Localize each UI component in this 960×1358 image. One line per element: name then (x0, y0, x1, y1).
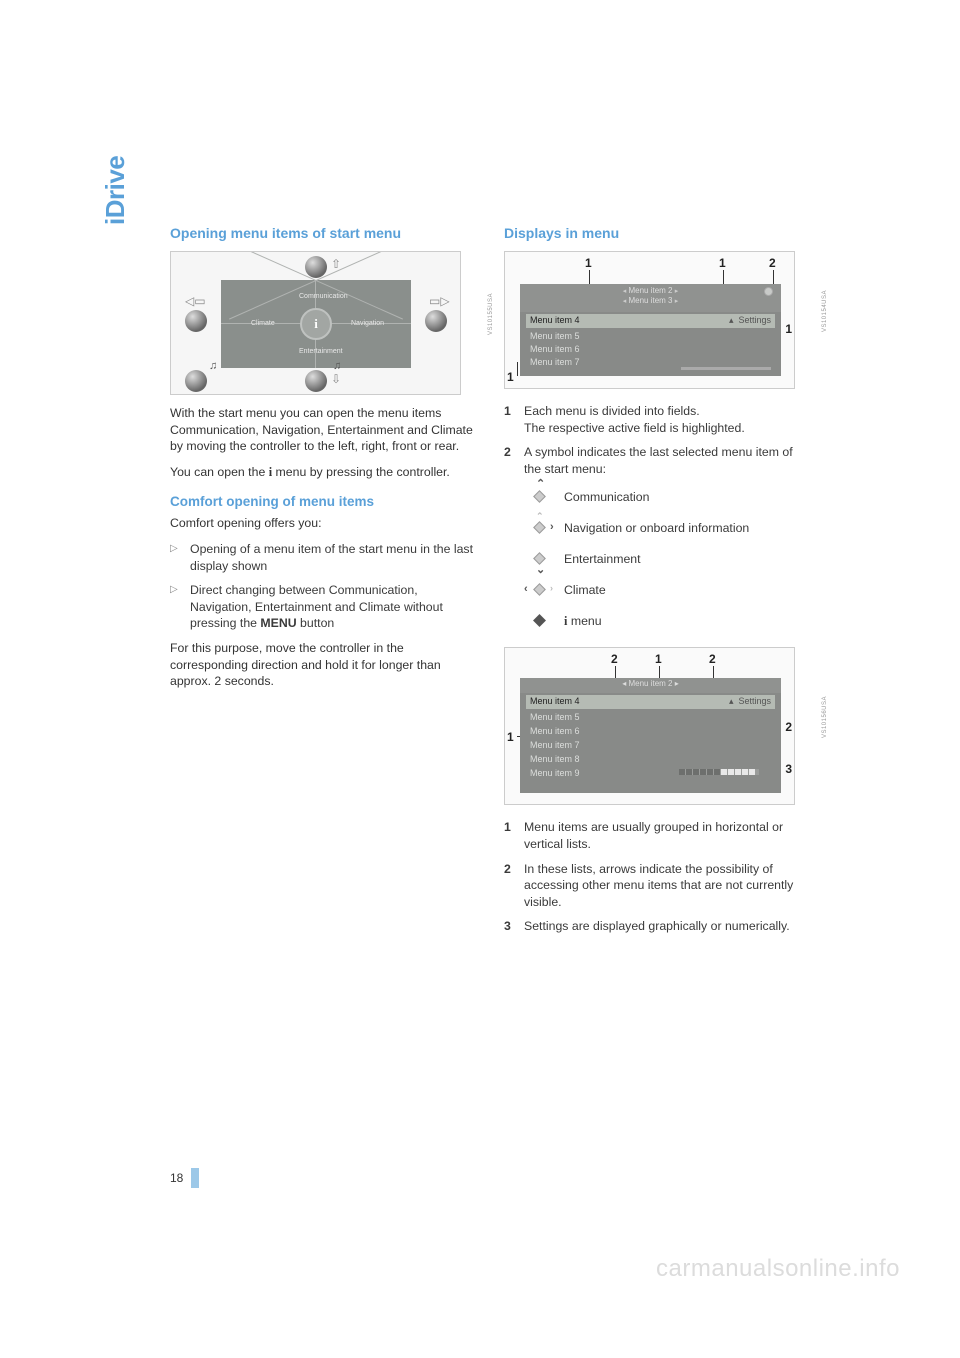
para-i-menu: You can open the i menu by pressing the … (170, 464, 476, 481)
fig1-label-left: Climate (251, 320, 275, 327)
fig2-row-7: Menu item 7 (530, 357, 580, 367)
fig3-row-5: Menu item 5 (530, 712, 580, 722)
watermark: carmanualsonline.info (656, 1255, 900, 1283)
fig1-label-bottom: Entertainment (299, 348, 343, 355)
fig2-row-5: Menu item 5 (530, 331, 580, 341)
right-column: Displays in menu 1 1 2 1 1 ◂ Menu item 2… (504, 225, 810, 943)
heading-displays-in-menu: Displays in menu (504, 225, 810, 241)
fig3-top: Menu item 2 (628, 679, 672, 688)
figure1-id: VS10155USA (488, 293, 494, 335)
icon-row-communication: ⌃ Communication (524, 485, 810, 509)
list2-item1: 1Menu items are usually grouped in horiz… (504, 819, 810, 852)
figure-menu-display-1: 1 1 2 1 1 ◂ Menu item 2 ▸ ◂ Menu item 3 … (504, 251, 810, 389)
fig3-sel-left: Menu item 4 (530, 696, 580, 708)
bullet-2: ▷Direct changing between Communication, … (170, 582, 476, 632)
section-tab: iDrive (100, 156, 131, 225)
fig2-row-6: Menu item 6 (530, 344, 580, 354)
icon-row-imenu: i menu (524, 609, 810, 633)
figure3-id: VS10156USA (822, 696, 828, 738)
fig3-row-7: Menu item 7 (530, 740, 580, 750)
icon-row-navigation: ⌃› Navigation or onboard information (524, 516, 810, 540)
list1-item1: 1 Each menu is divided into fields.The r… (504, 403, 810, 436)
page-content: Opening menu items of start menu i Commu… (170, 225, 810, 943)
center-i-label: i (314, 316, 318, 332)
fig3-row-6: Menu item 6 (530, 726, 580, 736)
heading-comfort-opening: Comfort opening of menu items (170, 494, 476, 509)
fig3-row-8: Menu item 8 (530, 754, 580, 764)
icon-row-climate: ‹› Climate (524, 578, 810, 602)
fig2-top2: Menu item 3 (628, 296, 672, 305)
fig1-label-top: Communication (299, 293, 348, 300)
fig3-row-9: Menu item 9 (530, 768, 580, 778)
para-start-menu-desc: With the start menu you can open the men… (170, 405, 476, 455)
fig2-sel-right: Settings (738, 315, 771, 325)
icon-row-entertainment: ⌄ Entertainment (524, 547, 810, 571)
figure2-id: VS10154USA (822, 290, 828, 332)
para-comfort-intro: Comfort opening offers you: (170, 515, 476, 532)
list2-item2: 2In these lists, arrows indicate the pos… (504, 861, 810, 911)
figure-start-menu: i Communication Navigation Entertainment… (170, 251, 476, 395)
fig3-sel-right: Settings (738, 696, 771, 706)
list2-item3: 3Settings are displayed graphically or n… (504, 918, 810, 935)
left-column: Opening menu items of start menu i Commu… (170, 225, 476, 943)
fig2-top1: Menu item 2 (628, 286, 672, 295)
bullet-1: ▷Opening of a menu item of the start men… (170, 541, 476, 574)
fig2-sel-left: Menu item 4 (530, 315, 580, 327)
heading-opening-menu: Opening menu items of start menu (170, 225, 476, 241)
fig1-label-right: Navigation (351, 320, 384, 327)
para-comfort-howto: For this purpose, move the controller in… (170, 640, 476, 690)
page-number: 18 (170, 1168, 199, 1188)
list1-item2: 2 A symbol indicates the last selected m… (504, 444, 810, 477)
figure-menu-display-2: 2 1 2 1 2 3 ◂ Menu item 2 ▸ (504, 647, 810, 805)
